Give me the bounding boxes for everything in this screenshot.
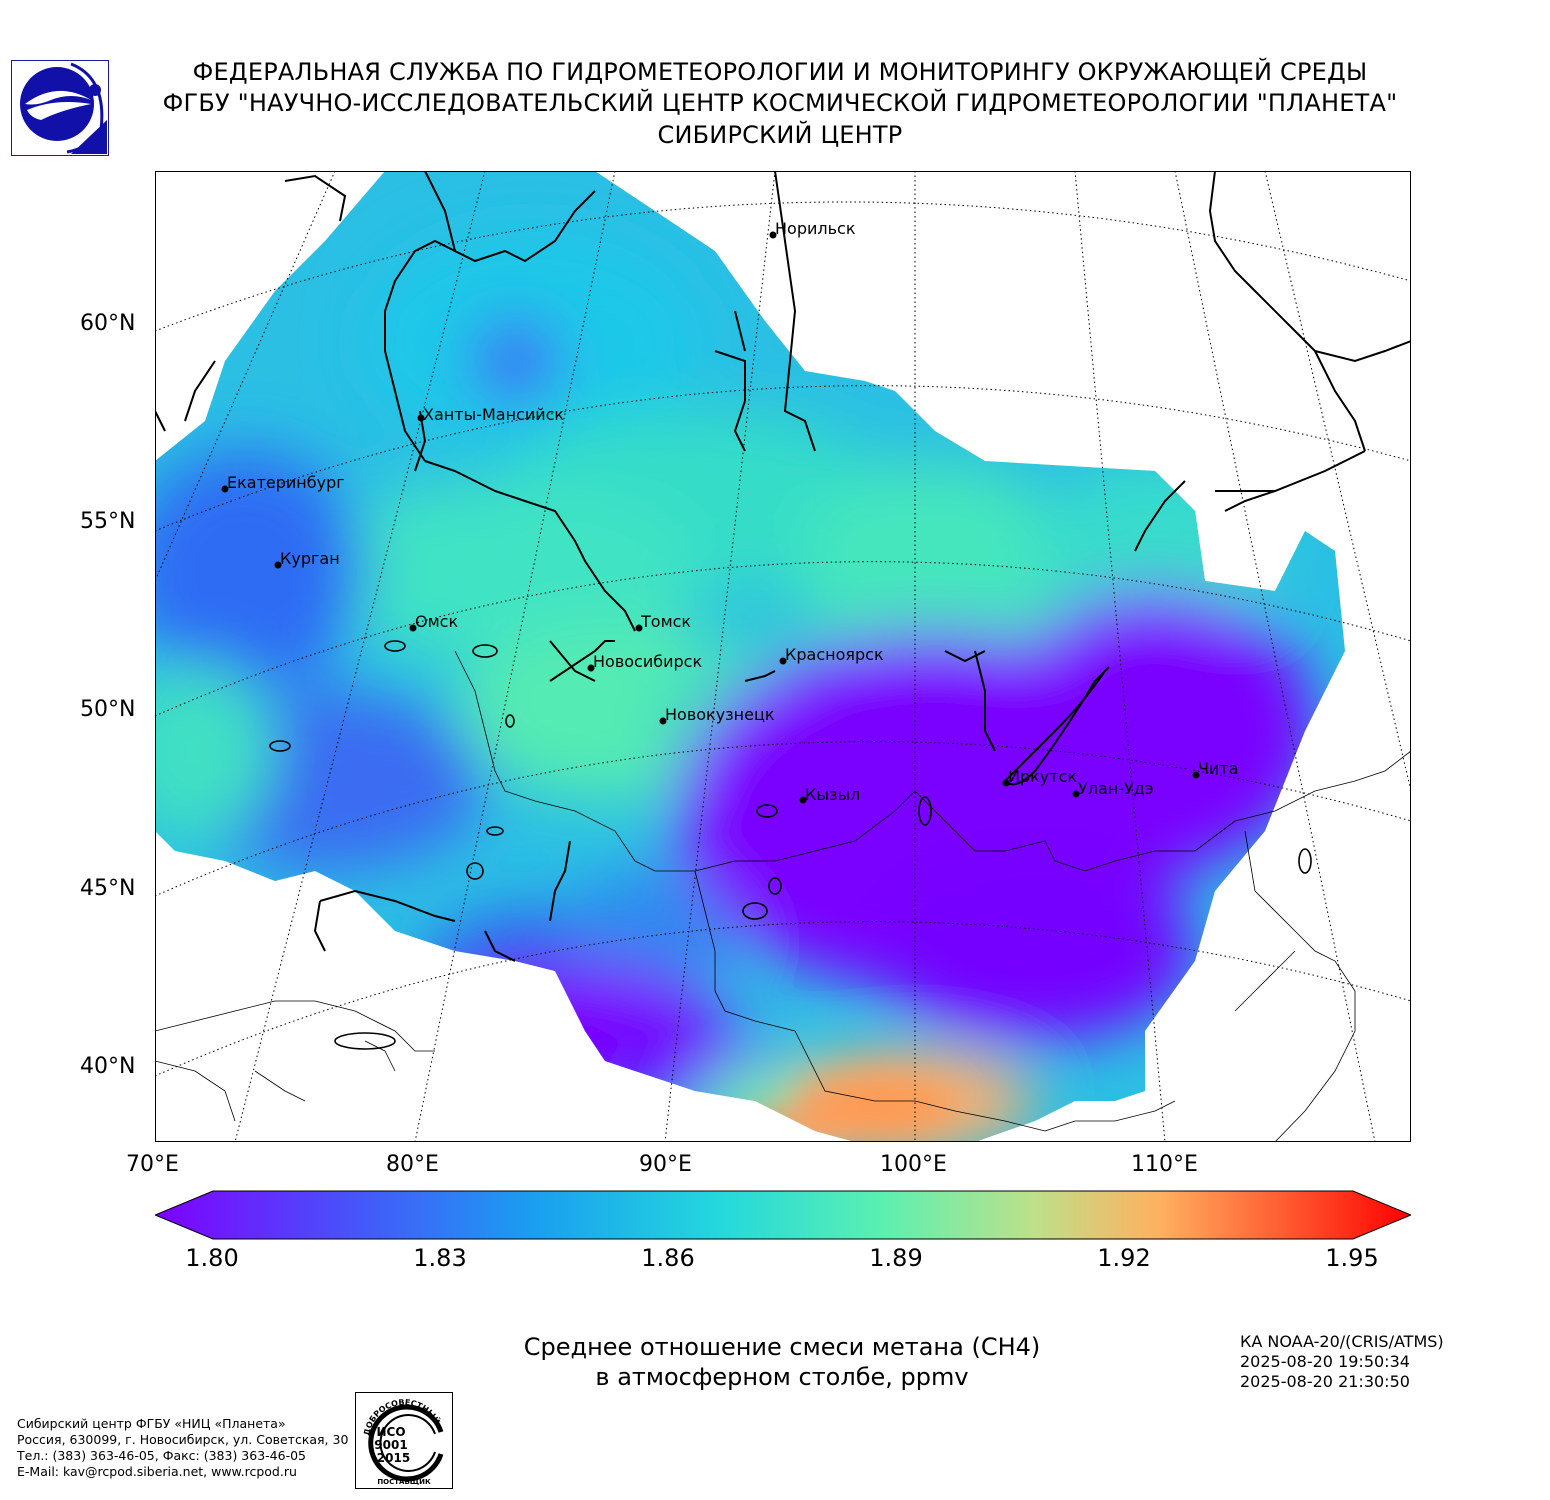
header-line-1: ФЕДЕРАЛЬНАЯ СЛУЖБА ПО ГИДРОМЕТЕОРОЛОГИИ … (192, 58, 1368, 86)
satellite-end-time: 2025-08-20 21:30:50 (1240, 1372, 1410, 1391)
colorbar-tick-2: 1.83 (413, 1244, 467, 1272)
lat-label-45: 45°N (80, 876, 136, 901)
city-dot-novokuznetsk (659, 717, 667, 725)
map-panel: Норильск Ханты-Мансийск Екатеринбург Кур… (154, 170, 1412, 1143)
map-title-line-2: в атмосферном столбе, ppmv (595, 1363, 969, 1391)
graticule (154, 170, 1412, 1143)
map-title: Среднее отношение смеси метана (СН4) в а… (482, 1332, 1082, 1392)
colorbar-tick-5: 1.92 (1097, 1244, 1151, 1272)
city-label-irkutsk: Иркутск (1008, 767, 1078, 786)
city-dot-kyzyl (799, 796, 807, 804)
city-dot-omsk (409, 624, 417, 632)
footer-contacts: Сибирский центр ФГБУ «НИЦ «Планета» Росс… (17, 1416, 348, 1480)
lat-label-60: 60°N (80, 311, 136, 336)
coastlines (154, 170, 1412, 962)
city-label-ulanude: Улан-Удэ (1078, 779, 1154, 798)
iso-line-2: 9001 (374, 1438, 407, 1452)
city-dot-khanty (417, 414, 425, 422)
city-label-novokuznetsk: Новокузнецк (665, 705, 775, 724)
city-dot-novosibirsk (587, 664, 595, 672)
city-label-norilsk: Норильск (775, 219, 856, 238)
city-markers (221, 231, 1200, 804)
lakes (269, 640, 1312, 1050)
city-label-omsk: Омск (415, 612, 459, 631)
city-dot-tomsk (635, 624, 643, 632)
lon-label-80: 80°E (386, 1152, 439, 1177)
footer-line-3: Тел.: (383) 363-46-05, Факс: (383) 363-4… (17, 1448, 307, 1463)
city-label-chita: Чита (1198, 759, 1239, 778)
city-label-khanty: Ханты-Мансийск (423, 405, 565, 424)
lat-label-50: 50°N (80, 697, 136, 722)
city-label-kyzyl: Кызыл (805, 785, 861, 804)
city-dot-ulanude (1072, 790, 1080, 798)
city-dot-chita (1192, 771, 1200, 779)
city-dot-kurgan (274, 561, 282, 569)
city-dot-norilsk (769, 231, 777, 239)
footer-line-4: E-Mail: kav@rcpod.siberia.net, www.rcpod… (17, 1464, 297, 1479)
lat-label-40: 40°N (80, 1054, 136, 1079)
iso-bottom-text: ПОСТАВЩИК (377, 1478, 431, 1486)
satellite-start-time: 2025-08-20 19:50:34 (1240, 1352, 1410, 1371)
city-dot-ekb (221, 485, 229, 493)
city-label-novosibirsk: Новосибирск (593, 652, 703, 671)
colorbar-tick-6: 1.95 (1325, 1244, 1379, 1272)
city-label-kurgan: Курган (280, 549, 340, 568)
methane-map (154, 170, 1412, 1143)
iso-badge-icon: ДОБРОСОВЕСТНЫЙ ИСО 9001 -2015 ПОСТАВЩИК (355, 1392, 453, 1489)
satellite-info: КА NOAA-20/(CRIS/ATMS) 2025-08-20 19:50:… (1240, 1332, 1444, 1392)
lon-label-70: 70°E (126, 1152, 179, 1177)
lon-label-90: 90°E (639, 1152, 692, 1177)
lon-label-110: 110°E (1131, 1152, 1198, 1177)
footer-line-2: Россия, 630099, г. Новосибирск, ул. Сове… (17, 1432, 349, 1447)
lat-label-55: 55°N (80, 509, 136, 534)
city-dot-krasnoyarsk (779, 657, 787, 665)
planeta-logo-icon (11, 60, 109, 156)
city-label-krasnoyarsk: Красноярск (785, 645, 884, 664)
colorbar (153, 1190, 1413, 1240)
satellite-name: КА NOAA-20/(CRIS/ATMS) (1240, 1332, 1444, 1351)
lon-label-100: 100°E (880, 1152, 947, 1177)
city-dot-irkutsk (1002, 779, 1010, 787)
colorbar-tick-3: 1.86 (641, 1244, 695, 1272)
map-title-line-1: Среднее отношение смеси метана (СН4) (523, 1333, 1041, 1361)
iso-line-1: ИСО (376, 1425, 405, 1439)
city-label-ekb: Екатеринбург (227, 473, 345, 492)
footer-line-1: Сибирский центр ФГБУ «НИЦ «Планета» (17, 1416, 286, 1431)
iso-line-3: -2015 (372, 1451, 410, 1465)
city-label-tomsk: Томск (641, 612, 692, 631)
header-line-2: ФГБУ "НАУЧНО-ИССЛЕДОВАТЕЛЬСКИЙ ЦЕНТР КОС… (162, 89, 1398, 117)
colorbar-tick-1: 1.80 (185, 1244, 239, 1272)
borders (154, 650, 1412, 1143)
header-line-3: СИБИРСКИЙ ЦЕНТР (657, 121, 903, 149)
colorbar-tick-4: 1.89 (869, 1244, 923, 1272)
